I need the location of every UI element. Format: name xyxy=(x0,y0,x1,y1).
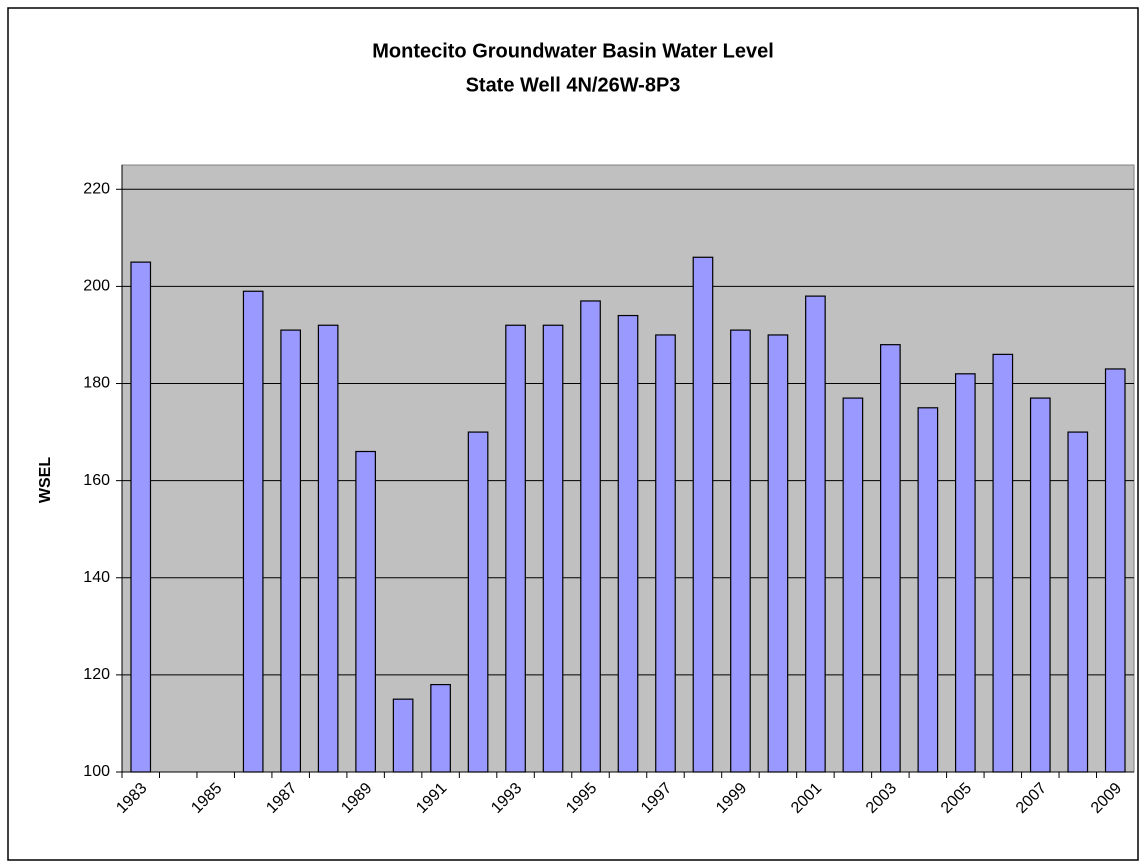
bar xyxy=(917,407,939,773)
chart-title: Montecito Groundwater Basin Water Level xyxy=(372,40,774,62)
chart-subtitle: State Well 4N/26W-8P3 xyxy=(466,74,681,96)
bar xyxy=(1067,431,1089,773)
bar xyxy=(655,334,676,773)
bar xyxy=(317,324,339,773)
y-tick-label: 160 xyxy=(83,472,110,489)
y-axis-label: WSEL xyxy=(37,457,54,503)
bar xyxy=(1029,397,1051,773)
y-tick-label: 180 xyxy=(83,375,110,392)
y-tick-label: 220 xyxy=(83,180,110,197)
bar xyxy=(542,324,564,773)
bar xyxy=(767,334,789,773)
bar xyxy=(880,344,901,773)
bar xyxy=(580,300,601,773)
bar xyxy=(617,314,639,773)
bar xyxy=(1104,368,1126,773)
bar xyxy=(242,290,264,773)
bar xyxy=(355,450,376,773)
bar xyxy=(130,261,152,773)
bar xyxy=(392,698,414,773)
y-tick-label: 140 xyxy=(83,569,110,586)
bar xyxy=(430,683,451,773)
bar xyxy=(805,295,826,773)
bar xyxy=(992,353,1014,773)
bar xyxy=(505,324,526,773)
bar xyxy=(467,431,489,773)
bar xyxy=(842,397,864,773)
bar xyxy=(954,373,976,773)
y-tick-label: 200 xyxy=(83,278,110,295)
bar xyxy=(280,329,302,773)
bar xyxy=(730,329,751,773)
bar xyxy=(692,256,714,773)
y-tick-label: 100 xyxy=(83,763,110,780)
y-tick-label: 120 xyxy=(83,666,110,683)
